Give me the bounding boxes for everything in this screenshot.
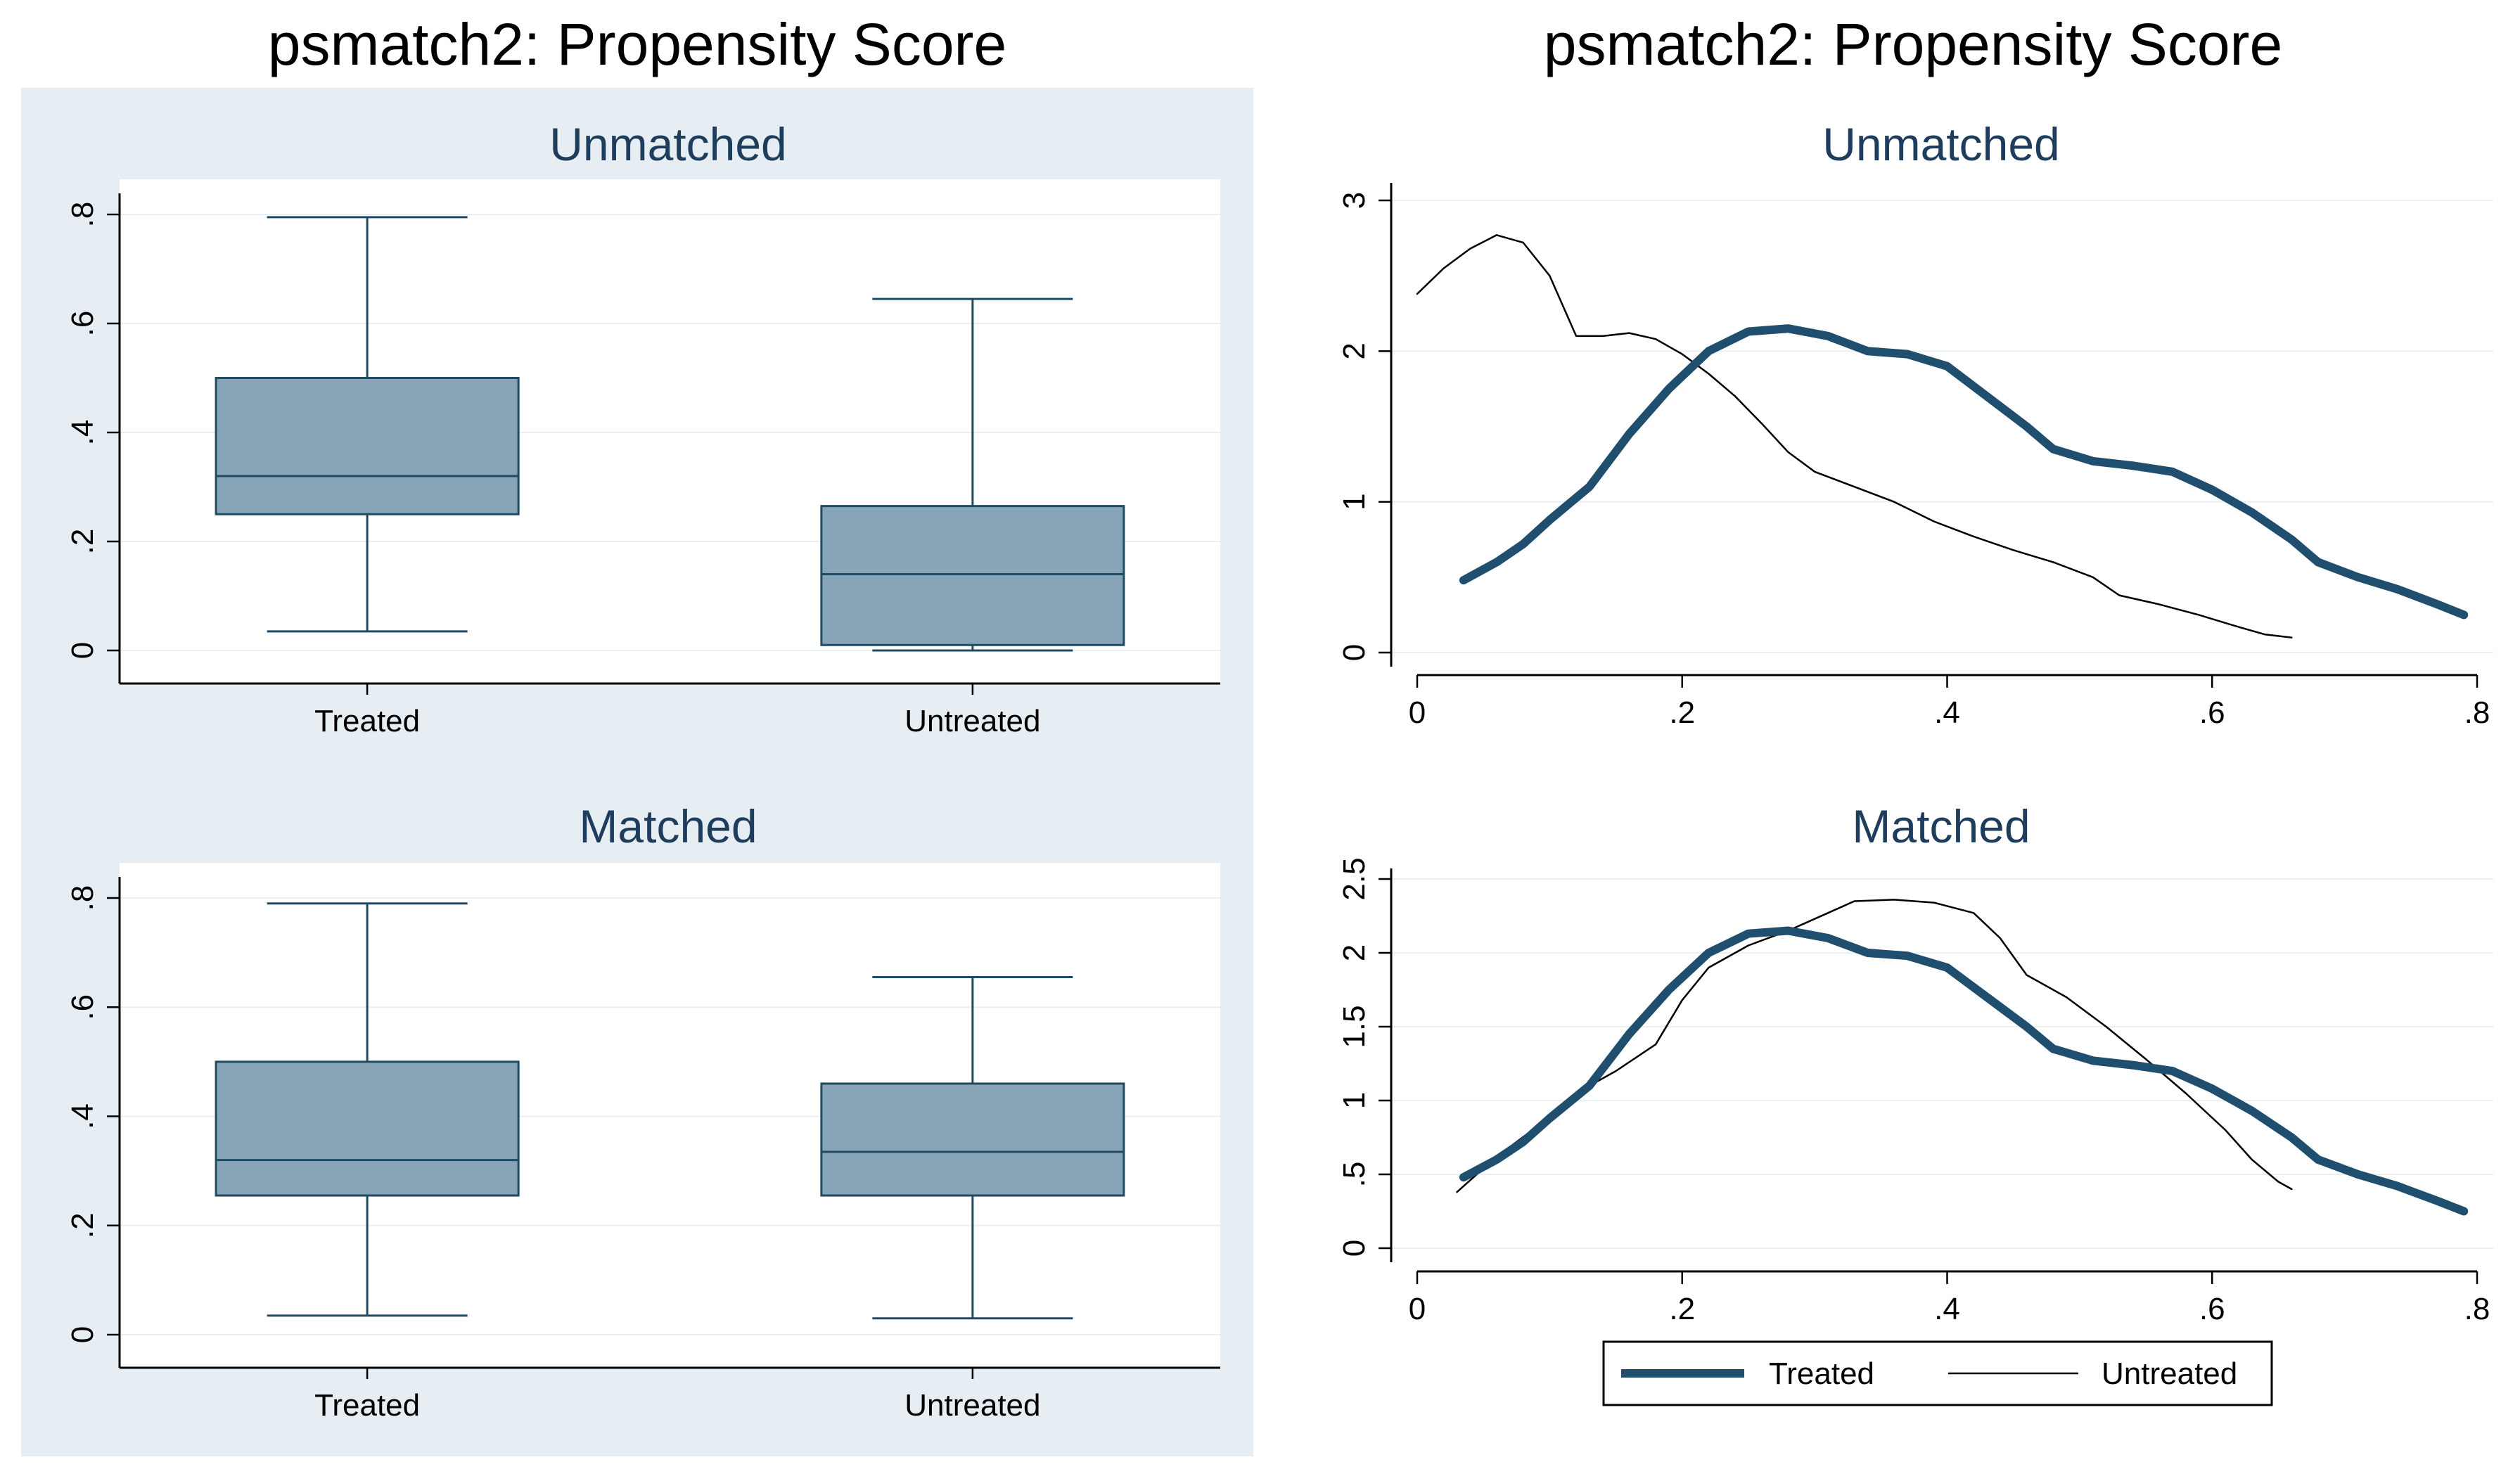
y-tick-label: .6 bbox=[65, 311, 100, 337]
category-label: Treated bbox=[314, 1388, 420, 1423]
x-tick-label: 0 bbox=[1409, 1292, 1426, 1326]
density-matched-subtitle: Matched bbox=[1852, 800, 2030, 852]
box-treated bbox=[215, 377, 520, 515]
x-tick-label: .2 bbox=[1669, 1292, 1695, 1326]
density-plot-matched: 0 .5 1 1.5 2 2.5 0 .2 .4 .6 .8 bbox=[1337, 857, 2493, 1326]
box-plot-unmatched: 0 .2 .4 .6 .8 Treated Untreated bbox=[65, 179, 1220, 738]
x-tick-label: 0 bbox=[1409, 695, 1426, 730]
box-untreated bbox=[820, 1082, 1125, 1197]
y-tick-label: .8 bbox=[65, 202, 100, 228]
y-tick-label: .4 bbox=[65, 1103, 100, 1129]
y-tick-label: .4 bbox=[65, 420, 100, 446]
x-tick-label: .4 bbox=[1934, 1292, 1960, 1326]
density-unmatched-subtitle: Unmatched bbox=[1822, 118, 2060, 170]
y-tick-label: 1.5 bbox=[1337, 1005, 1371, 1048]
legend-untreated-label: Untreated bbox=[2102, 1356, 2237, 1391]
y-tick-label: 3 bbox=[1337, 192, 1371, 209]
box-untreated bbox=[820, 505, 1125, 646]
y-tick-label: 2 bbox=[1337, 944, 1371, 961]
box-plot-matched: 0 .2 .4 .6 .8 Treated Untreated bbox=[65, 863, 1220, 1423]
box-matched-subtitle: Matched bbox=[579, 800, 757, 852]
y-tick-label: 0 bbox=[1337, 1240, 1371, 1257]
category-label: Treated bbox=[314, 704, 420, 738]
category-label: Untreated bbox=[904, 1388, 1040, 1423]
y-tick-label: 0 bbox=[1337, 644, 1371, 661]
x-tick-label: .8 bbox=[2464, 695, 2490, 730]
left-main-title: psmatch2: Propensity Score bbox=[268, 11, 1007, 77]
x-tick-label: .6 bbox=[2199, 1292, 2225, 1326]
y-tick-label: 1 bbox=[1337, 493, 1371, 510]
right-main-title: psmatch2: Propensity Score bbox=[1544, 11, 2283, 77]
density-line-untreated bbox=[1416, 234, 2293, 639]
density-line-treated bbox=[1459, 324, 2469, 620]
density-line-untreated bbox=[1456, 899, 2293, 1193]
y-tick-label: 0 bbox=[65, 642, 100, 659]
x-tick-label: .6 bbox=[2199, 695, 2225, 730]
y-tick-label: 0 bbox=[65, 1326, 100, 1343]
box-treated bbox=[215, 1060, 520, 1197]
density-line-treated bbox=[1459, 926, 2469, 1216]
y-tick-label: 1 bbox=[1337, 1092, 1371, 1109]
legend-treated-label: Treated bbox=[1769, 1356, 1874, 1391]
y-tick-label: .2 bbox=[65, 1212, 100, 1238]
y-tick-label: .2 bbox=[65, 529, 100, 555]
legend: Treated Untreated bbox=[1602, 1340, 2273, 1406]
y-tick-label: 2.5 bbox=[1337, 857, 1371, 900]
y-tick-label: .5 bbox=[1337, 1162, 1371, 1188]
x-tick-label: .8 bbox=[2464, 1292, 2490, 1326]
x-tick-label: .2 bbox=[1669, 695, 1695, 730]
box-unmatched-subtitle: Unmatched bbox=[549, 118, 787, 170]
y-tick-label: 2 bbox=[1337, 342, 1371, 359]
density-plot-unmatched: 0 1 2 3 0 .2 .4 .6 .8 bbox=[1337, 183, 2493, 730]
y-tick-label: .6 bbox=[65, 994, 100, 1020]
category-label: Untreated bbox=[904, 704, 1040, 738]
x-tick-label: .4 bbox=[1934, 695, 1960, 730]
y-tick-label: .8 bbox=[65, 885, 100, 911]
